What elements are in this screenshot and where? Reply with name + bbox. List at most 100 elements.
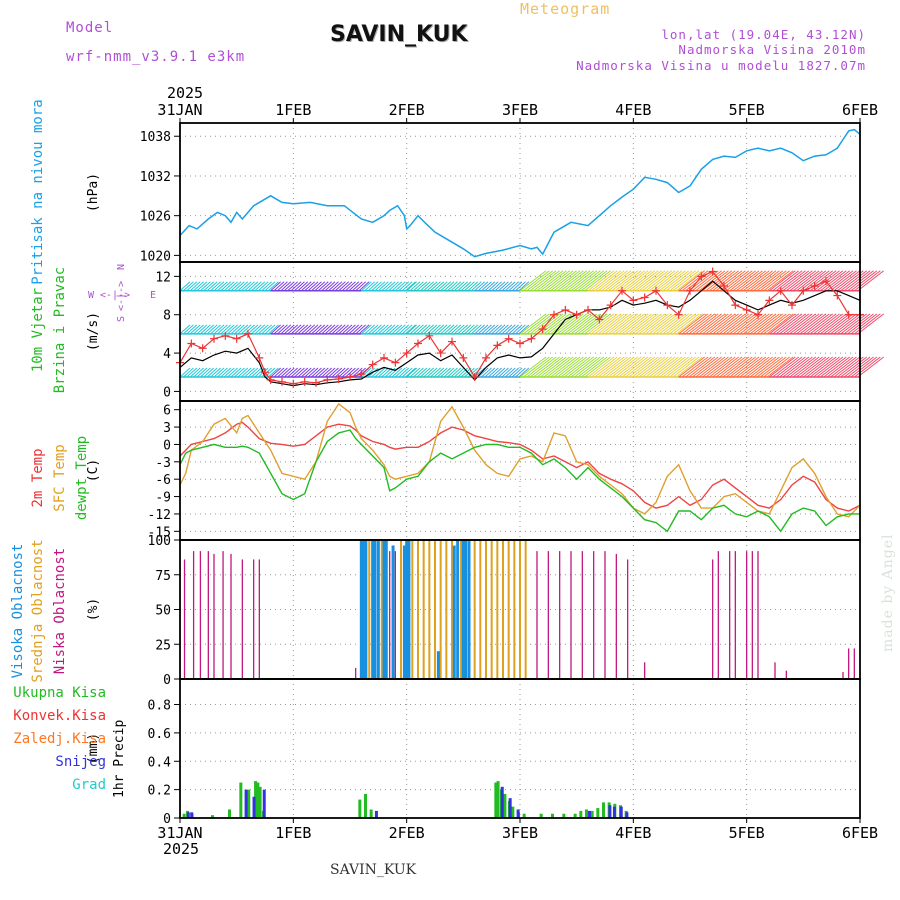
gust-marker [572, 310, 581, 319]
wind-barb [669, 270, 696, 292]
wind-barb [294, 324, 305, 335]
wind-barb [314, 324, 326, 335]
legend-2: Zaledj.Kisa [13, 731, 106, 747]
wind-barb [277, 281, 288, 292]
gust-marker [357, 370, 366, 379]
wind-barb [358, 281, 370, 292]
wind-barb [237, 281, 249, 292]
gust-marker [323, 375, 332, 384]
wind-barb [220, 281, 232, 292]
precip-bar [508, 798, 512, 818]
wind-barb [501, 281, 513, 292]
gust-marker [742, 305, 751, 314]
wind-barb [311, 281, 322, 292]
wind-barb [234, 324, 245, 335]
wind-barb [580, 356, 608, 378]
wind-barb [436, 324, 448, 335]
wind-barb [681, 356, 709, 378]
wind-barb [206, 281, 218, 292]
wind-barb [300, 281, 312, 292]
wind-barb [635, 270, 662, 292]
gust-marker [346, 373, 354, 382]
wind-barb [416, 281, 428, 292]
wind-barb [237, 367, 249, 378]
wind-barb [816, 356, 844, 378]
wind-barb [536, 270, 564, 292]
wind-barb [742, 313, 770, 335]
wind-barb [611, 270, 639, 292]
wind-barb [769, 356, 796, 378]
precip-bar [358, 799, 362, 818]
x-tick-label-top: 4FEB [615, 101, 651, 119]
wind-barb [453, 281, 465, 292]
wind-barb [450, 367, 462, 378]
wind-barb [210, 324, 221, 335]
y-tick-label: 0 [163, 812, 171, 827]
y-tick-label: 6 [163, 404, 171, 419]
wind-barb [601, 313, 628, 335]
wind-barb [324, 367, 336, 378]
meteogram-label: Meteogram [520, 0, 611, 18]
wind-barb [304, 367, 316, 378]
wind-barb [251, 367, 262, 378]
wind-barb [769, 270, 796, 292]
wind-barb [786, 356, 813, 378]
wind-barb [695, 356, 722, 378]
wind-barb [779, 270, 806, 292]
precip-bar [262, 789, 266, 818]
wind-barb [550, 356, 577, 378]
wind-barb [786, 270, 813, 292]
wind-barb [681, 313, 709, 335]
wind-barb [355, 281, 367, 292]
precip-bar [247, 789, 251, 818]
wind-barb [628, 270, 656, 292]
gust-marker [334, 374, 343, 383]
wind-barb [753, 356, 780, 378]
wind-barb [736, 356, 763, 378]
wind-barb [511, 367, 523, 378]
gust-marker [788, 301, 796, 310]
wind-barb [676, 313, 703, 335]
wind-barb [423, 367, 435, 378]
precip-bar [585, 809, 588, 818]
legend-1: Konvek.Kisa [13, 708, 106, 724]
wind-barb [763, 313, 790, 335]
wind-barb [297, 324, 309, 335]
wind-barb [193, 324, 204, 335]
wind-barb [635, 313, 662, 335]
wind-barb [501, 324, 513, 335]
wind-barb [604, 270, 632, 292]
series-sfc-temp [179, 402, 861, 518]
wind-barb [833, 313, 861, 335]
wind-barb [533, 356, 560, 378]
panel-precipitation: 0 0.2 0.4 0.6 0.8 (mm) [86, 679, 860, 827]
wind-barb [540, 270, 567, 292]
wind-barb [584, 356, 611, 378]
wind-barb [287, 281, 299, 292]
wind-barb [290, 367, 302, 378]
wind-barb [508, 324, 520, 335]
wind-barb [557, 356, 584, 378]
wind-barb [196, 367, 208, 378]
wind-barb [381, 324, 393, 335]
wind-barb [179, 367, 191, 378]
unit-label: (mm) [86, 733, 101, 764]
wind-barb [820, 270, 847, 292]
compass-arrow-h: <-|-> [100, 290, 130, 301]
wind-barb [729, 313, 756, 335]
precip-bar [602, 802, 605, 818]
wind-barb [820, 356, 847, 378]
wind-barb [526, 313, 554, 335]
wind-barb [584, 270, 611, 292]
wind-barb [273, 367, 285, 378]
wind-barb [321, 367, 333, 378]
wind-barb [217, 367, 228, 378]
wind-barb [433, 281, 445, 292]
wind-barb [328, 367, 339, 378]
gust-marker [799, 286, 808, 295]
wind-barb [772, 356, 800, 378]
gust-marker [516, 339, 524, 348]
wind-barb [796, 313, 823, 335]
precip-bar [256, 782, 260, 818]
wind-barb [251, 281, 262, 292]
